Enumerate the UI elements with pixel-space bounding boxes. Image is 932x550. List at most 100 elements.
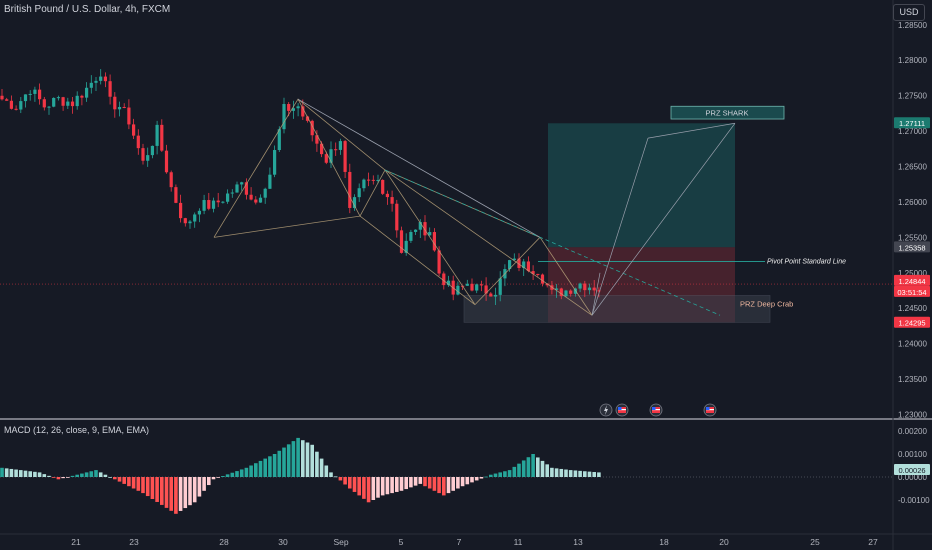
us-flag-icon[interactable]: [649, 403, 663, 417]
projection-line-1: [591, 123, 736, 316]
macd-histogram-bar: [409, 477, 413, 488]
time-tick: 28: [219, 537, 229, 547]
candle-body: [141, 148, 145, 161]
candle-body: [540, 274, 545, 284]
candle-body: [61, 97, 65, 106]
us-flag-icon[interactable]: [703, 403, 717, 417]
candle-body: [357, 188, 361, 198]
macd-histogram-bar: [75, 474, 79, 477]
candle-body: [174, 187, 178, 203]
macd-histogram-bar: [536, 457, 540, 477]
macd-histogram-bar: [141, 477, 145, 494]
candle-body: [385, 193, 389, 198]
macd-histogram-bar: [108, 477, 112, 478]
candle-body: [5, 99, 9, 101]
candle-body: [230, 192, 234, 194]
candle-body: [268, 174, 272, 189]
candle-body: [258, 197, 263, 203]
candle-body: [545, 283, 549, 286]
macd-histogram-bar: [230, 472, 235, 477]
macd-histogram-bar: [517, 463, 521, 477]
prz-shark-box: [670, 105, 785, 120]
candle-body: [244, 182, 248, 195]
projection-line-2: [591, 138, 649, 316]
price-tag: [894, 316, 930, 328]
macd-histogram-bar: [94, 470, 98, 477]
macd-histogram-bar: [268, 456, 272, 477]
price-tag: [894, 241, 930, 253]
price-tag-label: 1.24844: [898, 277, 925, 286]
candle-body: [99, 76, 103, 81]
macd-histogram-bar: [333, 476, 338, 478]
price-tick: 1.26500: [898, 162, 927, 171]
flag-white: [706, 409, 714, 411]
price-tick: 1.25500: [898, 233, 927, 242]
macd-histogram-bar: [178, 477, 183, 511]
candle-body: [555, 288, 559, 290]
candle-body: [597, 290, 601, 292]
macd-histogram-bar: [202, 477, 206, 491]
candle-body: [376, 179, 380, 181]
macd-histogram-bar: [474, 477, 479, 481]
candle-body: [226, 193, 230, 202]
macd-histogram-bar: [493, 473, 498, 477]
macd-histogram-bar: [98, 472, 103, 477]
currency-button[interactable]: USD: [893, 4, 925, 21]
macd-histogram-bar: [568, 470, 573, 477]
candle-body: [183, 218, 187, 224]
macd-histogram-bar: [540, 460, 545, 477]
candle-body: [423, 222, 427, 236]
shark-pattern-xab: [213, 98, 361, 238]
candle-body: [0, 95, 4, 100]
candle-body: [362, 179, 366, 189]
macd-histogram-bar: [0, 467, 4, 477]
candle-body: [442, 273, 446, 286]
candle-body: [89, 82, 93, 88]
candle-body: [446, 280, 451, 286]
candle-body: [179, 202, 183, 219]
price-tag: [894, 117, 930, 129]
candle-body: [113, 96, 117, 110]
candle-body: [367, 179, 371, 181]
prz-shark-label: PRZ SHARK: [706, 108, 749, 117]
price-tick: 1.24500: [898, 304, 927, 313]
candle-body: [508, 260, 512, 270]
macd-histogram-bar: [192, 477, 197, 503]
candle-body: [66, 101, 70, 106]
macd-histogram-bar: [301, 440, 305, 477]
macd-histogram-bar: [423, 477, 427, 487]
candle-body: [399, 230, 404, 253]
candle-body: [414, 229, 418, 232]
macd-histogram-bar: [249, 465, 253, 477]
candle-body: [216, 200, 220, 203]
macd-histogram-bar: [258, 460, 263, 477]
candle-body: [38, 89, 42, 100]
macd-histogram-bar: [263, 458, 267, 477]
candle-body: [160, 124, 164, 151]
candle-body: [484, 285, 488, 294]
macd-histogram-bar: [160, 477, 164, 505]
macd-histogram-bar: [442, 477, 446, 496]
prz-deep-crab-box: [463, 295, 771, 323]
candle-body: [536, 273, 540, 275]
us-flag-icon[interactable]: [615, 403, 629, 417]
price-tick: 1.23500: [898, 375, 927, 384]
macd-histogram-bar: [315, 451, 319, 477]
candle-body: [197, 210, 201, 215]
macd-histogram-bar: [507, 470, 512, 477]
time-tick: 27: [868, 537, 878, 547]
macd-histogram-bar: [150, 477, 155, 500]
macd-histogram-bar: [117, 477, 122, 482]
candle-body: [103, 76, 107, 82]
macd-histogram-bar: [277, 450, 282, 477]
candle-body: [465, 283, 469, 286]
macd-histogram-bar: [207, 477, 211, 486]
time-tick: 13: [573, 537, 583, 547]
lightning-icon[interactable]: [599, 403, 613, 417]
macd-histogram-bar: [80, 473, 84, 477]
candle-body: [310, 120, 314, 136]
candle-body: [33, 89, 37, 94]
macd-histogram-bar: [385, 477, 390, 495]
